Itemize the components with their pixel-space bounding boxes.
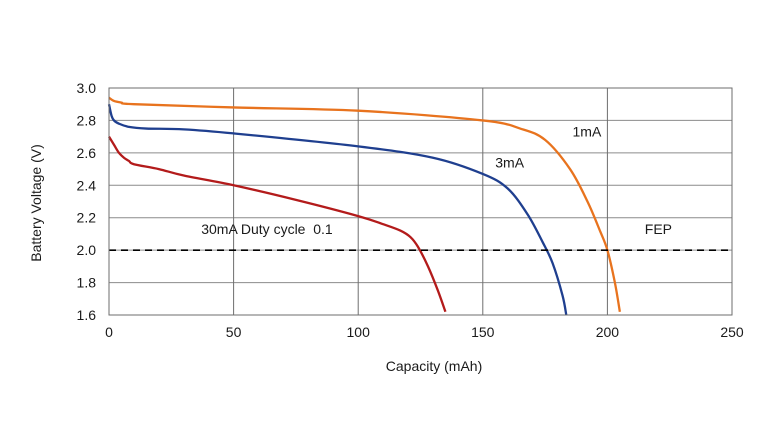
annotation-label: 1mA: [573, 124, 602, 140]
grid: [108, 87, 733, 316]
x-tick-label: 250: [720, 324, 744, 340]
x-tick-label: 0: [105, 324, 113, 340]
tick-labels: 1.6 1.8 2.0 2.2 2.4 2.6 2.8 3.0 0 50 100 150 200 250: [77, 80, 744, 340]
series-line-0: [108, 96, 621, 312]
y-tick-label: 3.0: [77, 80, 97, 96]
annotation-label: 3mA: [495, 154, 524, 170]
y-tick-label: 1.6: [77, 307, 97, 323]
x-tick-label: 150: [471, 324, 495, 340]
x-tick-label: 50: [226, 324, 242, 340]
y-tick-label: 2.0: [77, 242, 97, 258]
plot-frame: [108, 87, 733, 316]
plot-area-border: [108, 87, 733, 316]
x-tick-label: 100: [347, 324, 371, 340]
series-lines: [107, 96, 621, 316]
y-tick-label: 2.4: [77, 177, 97, 193]
x-tick-label: 200: [596, 324, 620, 340]
y-tick-label: 2.6: [77, 145, 97, 161]
y-tick-label: 2.8: [77, 112, 97, 128]
x-axis-title: Capacity (mAh): [386, 358, 482, 374]
annotation-label: FEP: [645, 221, 672, 237]
y-tick-label: 1.8: [77, 275, 97, 291]
annotation-label: 30mA Duty cycle 0.1: [201, 221, 333, 237]
series-line-1: [107, 103, 568, 316]
y-tick-label: 2.2: [77, 210, 97, 226]
series-line-2: [108, 136, 447, 313]
annotations: 1mA 3mA 30mA Duty cycle 0.1 FEP: [201, 124, 672, 237]
y-axis-title: Battery Voltage (V): [28, 144, 44, 262]
